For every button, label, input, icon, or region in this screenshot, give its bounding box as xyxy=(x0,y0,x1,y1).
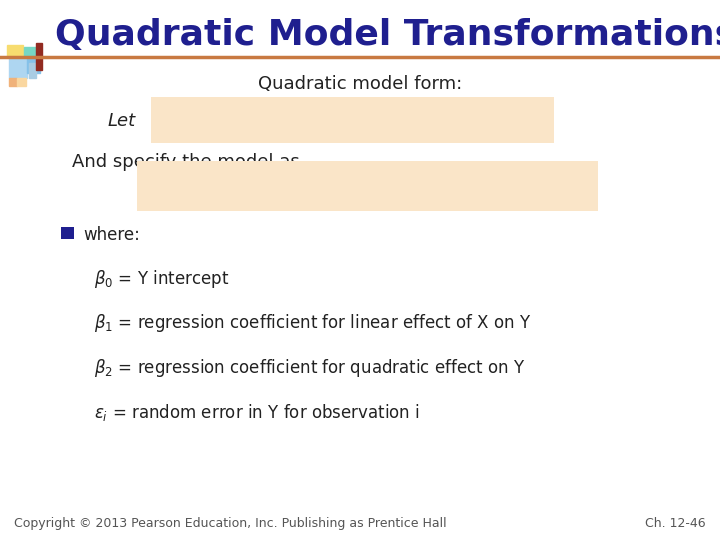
Text: Copyright © 2013 Pearson Education, Inc. Publishing as Prentice Hall: Copyright © 2013 Pearson Education, Inc.… xyxy=(14,517,447,530)
Text: Quadratic model form:: Quadratic model form: xyxy=(258,75,462,93)
Text: And specify the model as: And specify the model as xyxy=(72,153,300,171)
Text: $z_1 = x_1 \quad \mathrm{and} \quad z_2 = x_1^2$: $z_1 = x_1 \quad \mathrm{and} \quad z_2 … xyxy=(243,104,462,136)
Text: Ch. 12-46: Ch. 12-46 xyxy=(645,517,706,530)
Text: $\beta_2$ = regression coefficient for quadratic effect on Y: $\beta_2$ = regression coefficient for q… xyxy=(94,357,525,379)
Text: Let: Let xyxy=(108,112,136,131)
Text: where:: where: xyxy=(83,226,140,244)
Text: $\varepsilon_i$ = random error in Y for observation i: $\varepsilon_i$ = random error in Y for … xyxy=(94,402,420,422)
Text: $y_i = \beta_0 + \beta_1 z_{1i} + \beta_2 z_{2i} + \varepsilon_i$: $y_i = \beta_0 + \beta_1 z_{1i} + \beta_… xyxy=(222,171,513,199)
Text: Quadratic Model Transformations: Quadratic Model Transformations xyxy=(55,18,720,52)
Text: $\beta_0$ = Y intercept: $\beta_0$ = Y intercept xyxy=(94,268,229,290)
Text: $\beta_1$ = regression coefficient for linear effect of X on Y: $\beta_1$ = regression coefficient for l… xyxy=(94,313,531,334)
